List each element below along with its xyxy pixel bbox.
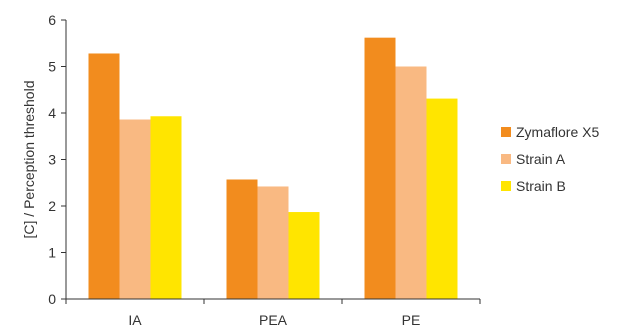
bar-pe-zymaflore-x5 <box>364 37 396 300</box>
bars <box>88 37 458 300</box>
legend-label: Strain A <box>516 151 566 167</box>
x-axis: IA PEA PE <box>65 298 481 328</box>
bar-pea-strain-b <box>288 212 320 299</box>
y-tick-label: 0 <box>48 291 56 307</box>
y-tick-label: 4 <box>48 105 56 121</box>
bar-pe-strain-a <box>395 66 427 299</box>
y-axis-title: [C] / Perception threshold <box>21 81 37 239</box>
y-tick-label: 6 <box>48 12 56 28</box>
bar-ia-zymaflore-x5 <box>88 53 120 300</box>
legend-label: Zymaflore X5 <box>516 124 599 140</box>
y-tick-label: 5 <box>48 59 56 75</box>
bar-pea-zymaflore-x5 <box>226 179 258 299</box>
bar-ia-strain-a <box>119 119 151 299</box>
y-tick-label: 2 <box>48 198 56 214</box>
y-tick-label: 1 <box>48 245 56 261</box>
legend-label: Strain B <box>516 178 566 194</box>
x-category-label: PEA <box>259 312 288 328</box>
y-tick-label: 3 <box>48 152 56 168</box>
legend-swatch <box>501 181 511 191</box>
x-category-label: PE <box>402 312 421 328</box>
bar-ia-strain-b <box>150 116 182 299</box>
bar-pe-strain-b <box>426 98 458 300</box>
legend-swatch <box>501 127 511 137</box>
legend-swatch <box>501 154 511 164</box>
legend: Zymaflore X5 Strain A Strain B <box>501 124 599 194</box>
bar-pea-strain-a <box>257 186 289 299</box>
x-category-label: IA <box>128 312 142 328</box>
y-axis: 0 1 2 3 4 5 6 <box>48 12 67 307</box>
